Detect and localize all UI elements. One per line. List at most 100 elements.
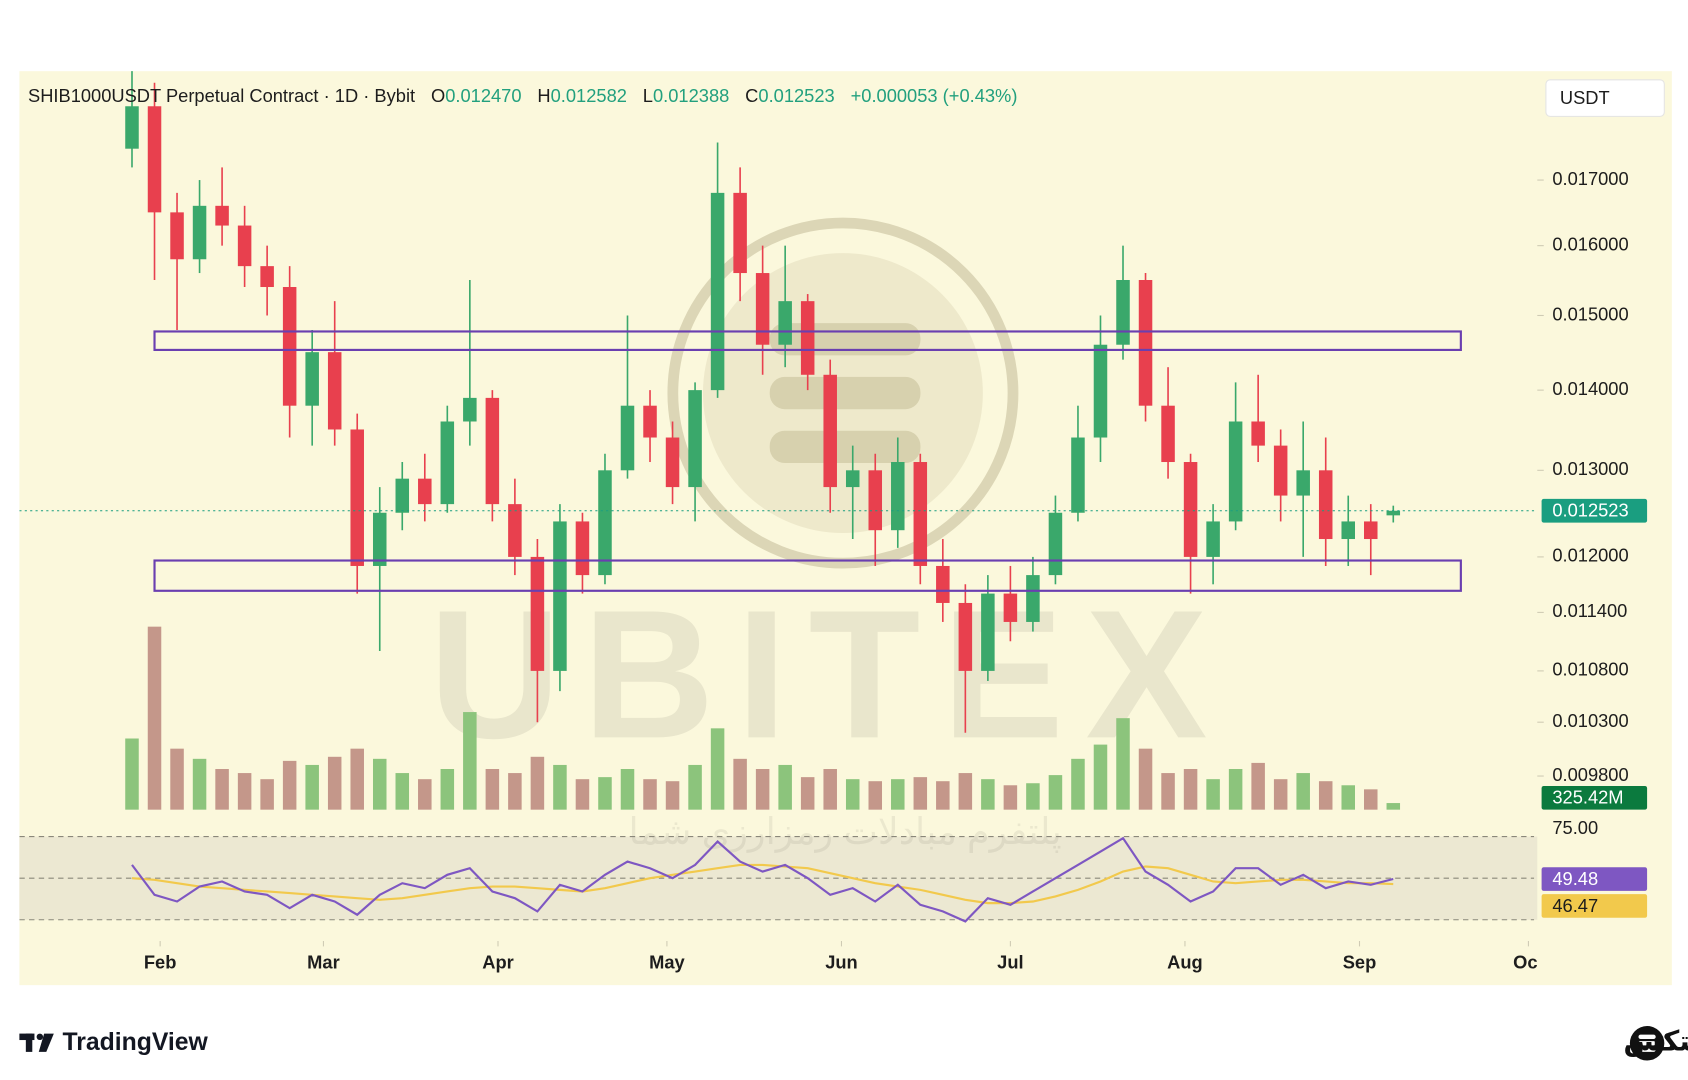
candle-body [418, 478, 432, 505]
ohlc-value: 0.012582 [551, 85, 627, 106]
volume-bar [688, 764, 702, 810]
candle-body [665, 437, 680, 488]
volume-bar [508, 773, 522, 810]
symbol-title: SHIB1000USDT Perpetual Contract · 1D · B… [28, 85, 415, 106]
candle-body [1273, 445, 1288, 496]
volume-bar [1048, 775, 1063, 810]
price-axis: 0.017000 0.016000 0.015000 0.014000 0.013000… [1537, 168, 1648, 918]
x-tick-label: Feb [144, 951, 177, 972]
rsi-label: 49.48 [1552, 868, 1598, 889]
y-tick-label: 0.015000 [1552, 303, 1628, 324]
volume-bar [1071, 758, 1085, 810]
volume-bar [643, 779, 657, 810]
y-tick-label: 0.009800 [1552, 764, 1628, 785]
watermark-icon [769, 430, 921, 464]
candle-body [372, 512, 387, 566]
candle-body [463, 397, 477, 422]
y-tick-label: 0.010800 [1552, 659, 1628, 680]
candle-body [192, 205, 207, 260]
volume-bar [237, 773, 252, 810]
candle-body [688, 390, 702, 488]
candle-body [170, 212, 184, 260]
ohlc-value: 0.012470 [445, 85, 521, 106]
rsi-tick-label: 75.00 [1552, 817, 1598, 838]
x-tick-label: Jun [825, 951, 858, 972]
volume-bar [575, 779, 590, 810]
candle-body [891, 462, 905, 531]
candle-body [958, 602, 973, 671]
candle-body [1003, 593, 1018, 622]
x-tick-label: Aug [1167, 951, 1203, 972]
ubitex-logo: یوبیتکس [1623, 1026, 1688, 1061]
y-tick-label: 0.011400 [1552, 600, 1627, 621]
watermark-ring [667, 217, 1019, 569]
volume-bar [553, 764, 567, 810]
candle-body [1341, 521, 1355, 540]
candle-body [1161, 405, 1175, 463]
candle-body [1138, 280, 1153, 406]
candle-body [800, 301, 815, 375]
currency-button[interactable] [1545, 79, 1665, 117]
volume-bar [1138, 748, 1153, 810]
candle-body [598, 470, 612, 576]
volume-label: 325.42M [1552, 787, 1623, 808]
volume-bar [440, 769, 455, 810]
price-zone [153, 330, 1462, 352]
candle-body [1318, 470, 1333, 540]
candle-body [440, 421, 455, 505]
candle-body [1228, 421, 1243, 522]
candle-body [845, 470, 860, 488]
x-tick-label: Apr [482, 951, 514, 972]
volume-bar [215, 769, 229, 810]
candle-body [868, 470, 883, 531]
currency-label[interactable]: USDT [1560, 87, 1610, 108]
volume-bar [372, 758, 387, 810]
candle-body [1183, 462, 1198, 557]
volume-bar [1026, 783, 1040, 810]
volume-bar [845, 779, 860, 810]
candle-body [981, 593, 995, 671]
volume-bar [800, 777, 815, 810]
volume-bar [327, 756, 342, 810]
last-price-label: 0.012523 [1552, 500, 1628, 521]
volume-bar [485, 769, 500, 810]
candle-body [1071, 437, 1085, 513]
candle-body [215, 205, 229, 226]
volume-bar [620, 769, 635, 810]
candle-body [147, 106, 162, 213]
candle-body [1116, 280, 1130, 345]
candle-body [710, 192, 725, 391]
volume-bar [981, 779, 995, 810]
y-tick-label: 0.013000 [1552, 458, 1628, 479]
volume-bar [170, 748, 184, 810]
volume-bar [778, 764, 792, 810]
candle-body [1026, 575, 1040, 622]
candle-body [125, 106, 139, 149]
volume-bar [1003, 785, 1018, 810]
footer-right: یوبیتکس [1623, 1026, 1688, 1058]
candle-body [485, 397, 500, 505]
volume-bar [1273, 779, 1288, 810]
candle-body [733, 192, 747, 274]
candle-body [1206, 521, 1220, 557]
volume-bar [958, 773, 973, 810]
ohlc-key: L [643, 85, 653, 106]
watermark-slogan: پلتفرم مبادلات رمزارزی شما [628, 811, 1061, 853]
x-tick-label: May [649, 951, 685, 972]
volume-label-bg [1541, 785, 1648, 810]
logo-shape [25, 1033, 33, 1052]
chart-header: SHIB1000USDT Perpetual Contract · 1D · B… [28, 85, 1017, 106]
candle-body [1093, 344, 1108, 438]
volume-bar [936, 781, 950, 810]
logo-shape [1638, 1034, 1656, 1039]
volume-bar [282, 760, 297, 810]
volume-bar [755, 769, 770, 810]
candle-body [936, 565, 950, 603]
volume-bar [1093, 744, 1108, 810]
volume-bar [710, 728, 725, 810]
candle-body [575, 521, 590, 576]
volume-bar [260, 779, 274, 810]
volume-bar [1318, 781, 1333, 810]
volume-bar [463, 712, 477, 810]
x-tick-label: Mar [307, 951, 340, 972]
